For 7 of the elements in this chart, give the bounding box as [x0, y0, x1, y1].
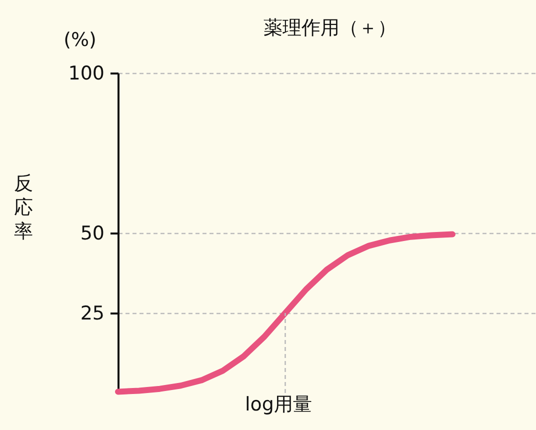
chart-title: 薬理作用（＋） — [264, 17, 396, 39]
y-tick-label: 50 — [80, 222, 104, 244]
text: (%) — [64, 29, 96, 51]
y-axis-title: 反応率 — [14, 172, 33, 242]
y-tick-label: 25 — [80, 302, 104, 324]
y-tick-label: 100 — [68, 62, 104, 84]
x-axis-title: log用量 — [245, 394, 312, 416]
